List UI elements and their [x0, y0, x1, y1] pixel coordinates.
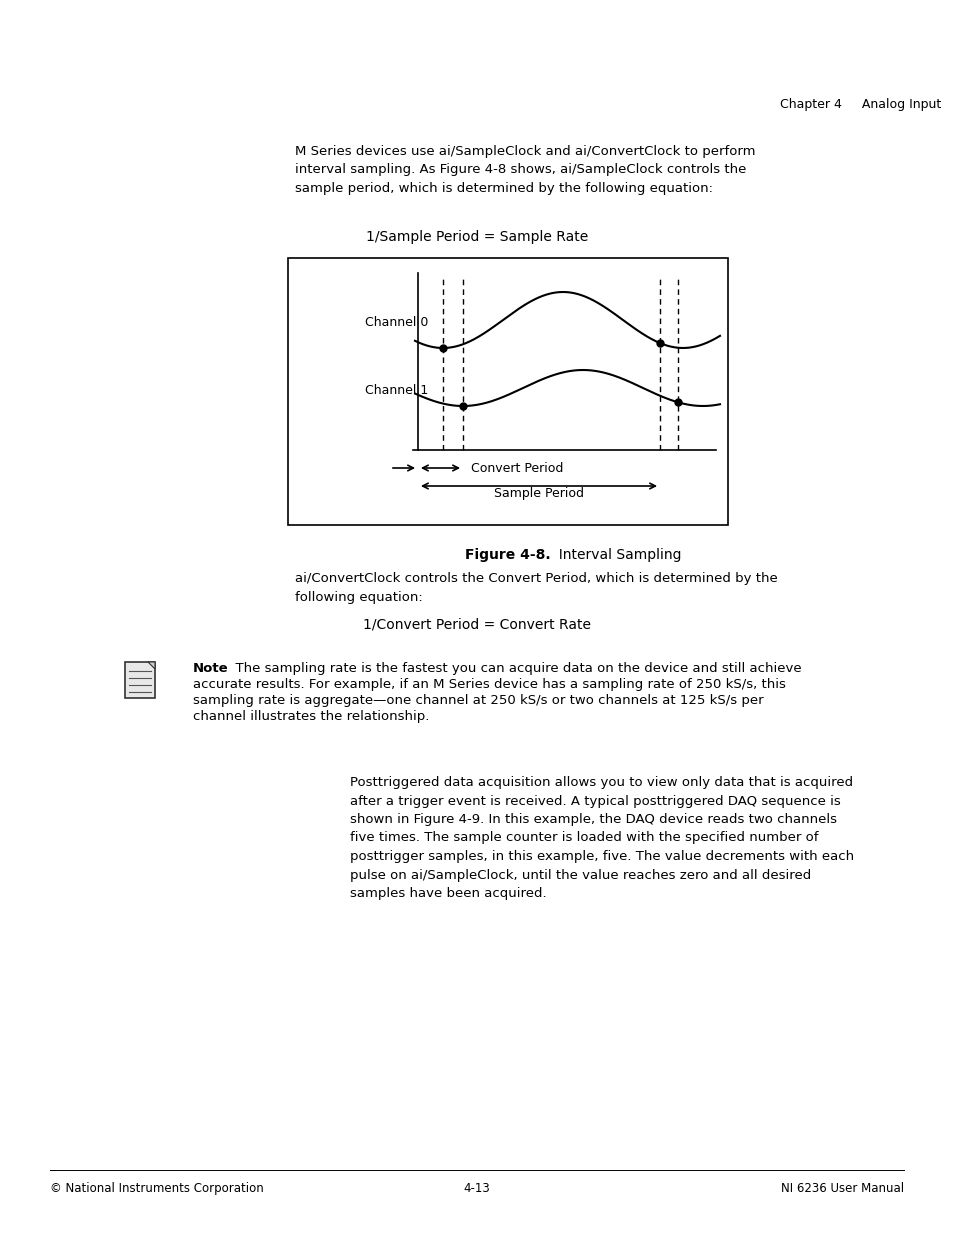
Text: Note: Note: [193, 662, 229, 676]
Text: Channel 1: Channel 1: [364, 384, 428, 396]
Text: 4-13: 4-13: [463, 1182, 490, 1195]
FancyBboxPatch shape: [125, 662, 154, 698]
Bar: [288, 258, 727, 525]
Text: Figure 4-8.: Figure 4-8.: [465, 548, 550, 562]
Text: Channel 0: Channel 0: [364, 315, 428, 329]
Text: Sample Period: Sample Period: [494, 487, 583, 500]
Text: 1/Convert Period = Convert Rate: 1/Convert Period = Convert Rate: [363, 618, 590, 632]
Text: sampling rate is aggregate—one channel at 250 kS/s or two channels at 125 kS/s p: sampling rate is aggregate—one channel a…: [193, 694, 762, 706]
Text: accurate results. For example, if an M Series device has a sampling rate of 250 : accurate results. For example, if an M S…: [193, 678, 785, 692]
Text: © National Instruments Corporation: © National Instruments Corporation: [50, 1182, 263, 1195]
Text: Convert Period: Convert Period: [471, 462, 563, 474]
Text: The sampling rate is the fastest you can acquire data on the device and still ac: The sampling rate is the fastest you can…: [227, 662, 801, 676]
Text: NI 6236 User Manual: NI 6236 User Manual: [781, 1182, 903, 1195]
Text: Posttriggered data acquisition allows you to view only data that is acquired
aft: Posttriggered data acquisition allows yo…: [350, 776, 853, 900]
Text: ai/ConvertClock controls the Convert Period, which is determined by the
followin: ai/ConvertClock controls the Convert Per…: [294, 572, 777, 604]
Text: M Series devices use ai/SampleClock and ai/ConvertClock to perform
interval samp: M Series devices use ai/SampleClock and …: [294, 144, 755, 195]
Text: Chapter 4     Analog Input: Chapter 4 Analog Input: [780, 98, 941, 111]
Text: channel illustrates the relationship.: channel illustrates the relationship.: [193, 710, 429, 722]
Polygon shape: [148, 662, 154, 669]
Text: 1/Sample Period = Sample Rate: 1/Sample Period = Sample Rate: [366, 230, 587, 245]
Text: Interval Sampling: Interval Sampling: [550, 548, 680, 562]
